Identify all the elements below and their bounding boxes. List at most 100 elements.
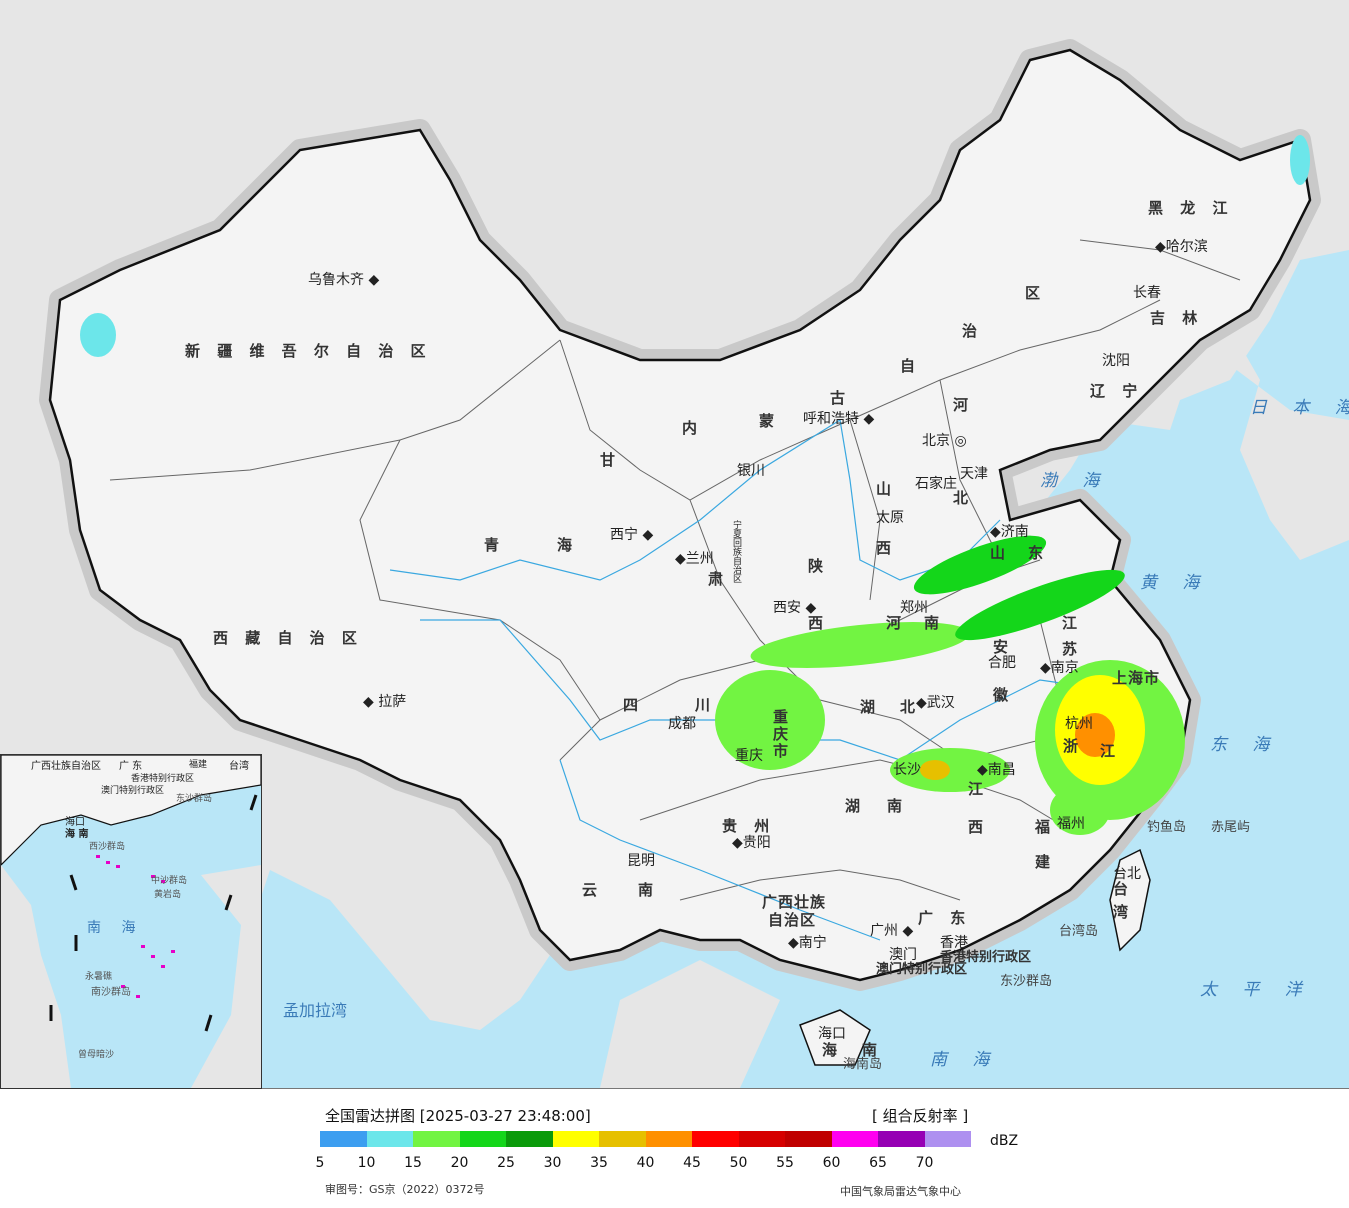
echo-chongqing <box>715 670 825 770</box>
city-haikou: 海口 <box>818 1026 846 1042</box>
province-hongkong: 香港特别行政区 <box>940 950 1032 965</box>
colorbar-swatch <box>320 1131 367 1147</box>
city-shenyang: 沈阳 <box>1102 353 1130 369</box>
inset-guangdong: 广 东 <box>119 761 143 772</box>
echo-xinjiang <box>80 313 116 357</box>
province-hebei-2: 北 <box>953 489 975 507</box>
colorbar-tick-label: 60 <box>822 1155 841 1171</box>
province-shanxi-1: 山 <box>876 480 898 498</box>
colorbar-tick-label: 50 <box>729 1155 748 1171</box>
island-hainan: 海南岛 <box>843 1057 883 1072</box>
map-title: 全国雷达拼图 [2025-03-27 23:48:00] <box>325 1107 591 1125</box>
province-liaoning: 辽 宁 <box>1090 382 1144 400</box>
province-jilin: 吉 林 <box>1150 309 1204 327</box>
colorbar-swatch <box>552 1131 599 1147</box>
province-gansu-2: 肃 <box>708 570 730 588</box>
colorbar-tick-label: 40 <box>636 1155 655 1171</box>
inset-fujian: 福建 <box>189 760 208 770</box>
city-hongkong: 香港 <box>940 935 968 951</box>
inset-zhongsha: 中沙群岛 <box>151 876 188 886</box>
province-chongqing-1: 重 <box>773 708 795 726</box>
province-jiangxi-2: 西 <box>968 818 990 836</box>
province-hunan-1: 湖 <box>845 797 867 815</box>
colorbar-tick-label: 70 <box>915 1155 934 1171</box>
city-wuhan: ◆武汉 <box>916 695 955 711</box>
echo-jiangsu <box>955 569 1125 641</box>
indochina-land <box>600 960 780 1088</box>
city-harbin: ◆哈尔滨 <box>1155 239 1208 255</box>
colorbar-swatch <box>599 1131 646 1147</box>
sea-pacific: 太 平 洋 <box>1200 980 1312 1000</box>
colorbar-swatch <box>924 1131 971 1147</box>
city-nanning: ◆南宁 <box>788 935 827 951</box>
inset-huangyan: 黄岩岛 <box>154 890 182 900</box>
province-shanxi-2: 西 <box>876 539 898 557</box>
city-lhasa: ◆ 拉萨 <box>363 694 407 710</box>
province-heilongjiang: 黑 龙 江 <box>1148 199 1234 217</box>
data-source: 中国气象局雷达气象中心 <box>840 1185 961 1198</box>
inset-guangxi: 广西壮族自治区 <box>31 761 101 772</box>
province-gansu-1: 甘 <box>600 451 622 469</box>
province-neimenggu-4: 自 <box>900 357 922 375</box>
inset-haikou: 海口 <box>65 817 85 828</box>
province-shandong-1: 山 <box>990 544 1012 562</box>
city-chengdu: 成都 <box>668 716 696 732</box>
province-yunnan-1: 云 <box>582 881 604 899</box>
inset-nansha: 南沙群岛 <box>91 987 131 998</box>
colorbar-swatch <box>366 1131 413 1147</box>
colorbar-swatch <box>506 1131 553 1147</box>
city-shijiazhuang: 石家庄 <box>915 476 957 492</box>
city-fuzhou: 福州 <box>1057 816 1085 832</box>
province-shaanxi-2: 西 <box>808 614 830 632</box>
province-chongqing-2: 庆 <box>773 725 795 743</box>
province-ningxia: 宁夏回族自治区 <box>731 520 741 583</box>
city-tianjin: 天津 <box>960 466 988 482</box>
colorbar-tick-label: 30 <box>543 1155 562 1171</box>
province-xizang: 西 藏 自 治 区 <box>213 629 363 647</box>
province-jiangxi-1: 江 <box>968 780 990 798</box>
province-zhejiang-2: 江 <box>1100 742 1122 760</box>
province-shanghai: 上海市 <box>1112 669 1161 687</box>
colorbar-swatch <box>692 1131 739 1147</box>
inset-zengmu: 曾母暗沙 <box>78 1050 115 1060</box>
province-hebei-1: 河 <box>953 396 975 414</box>
colorbar-swatch <box>738 1131 785 1147</box>
city-macau: 澳门 <box>889 947 917 963</box>
province-hubei-2: 北 <box>900 698 922 716</box>
province-qinghai-2: 海 <box>557 536 579 554</box>
colorbar-swatch <box>785 1131 832 1147</box>
province-neimenggu-2: 蒙 <box>759 412 781 430</box>
korea-japan-land <box>1170 310 1349 560</box>
china-radar-map: 新 疆 维 吾 尔 自 治 区 西 藏 自 治 区 青 海 甘 肃 内 蒙 古 … <box>0 0 1349 1089</box>
province-neimenggu-3: 古 <box>830 389 852 407</box>
city-chongqing: 重庆 <box>735 748 763 764</box>
colorbar-tick-label: 5 <box>315 1155 325 1171</box>
province-zhejiang-1: 浙 <box>1063 737 1085 755</box>
colorbar-tick-label: 65 <box>869 1155 887 1171</box>
echo-fujian <box>1050 785 1110 835</box>
sea-bohai: 渤 海 <box>1040 471 1110 491</box>
colorbar <box>320 1131 971 1147</box>
province-shaanxi-1: 陕 <box>808 557 830 575</box>
city-beijing: 北京 ◎ <box>922 433 967 449</box>
colorbar-swatch <box>878 1131 925 1147</box>
city-taipei: 台北 <box>1113 866 1141 882</box>
province-fujian-2: 建 <box>1035 853 1057 871</box>
inset-dongsha: 东沙群岛 <box>176 794 213 804</box>
colorbar-tick-label: 10 <box>357 1155 376 1171</box>
province-qinghai-1: 青 <box>484 536 506 554</box>
province-taiwan-2: 湾 <box>1113 903 1135 921</box>
inset-xisha: 西沙群岛 <box>89 842 126 852</box>
province-jiangsu-1: 江 <box>1062 614 1084 632</box>
city-guiyang: ◆贵阳 <box>732 835 771 851</box>
city-lanzhou: ◆兰州 <box>675 551 714 567</box>
colorbar-tick-label: 20 <box>450 1155 469 1171</box>
city-urumqi: 乌鲁木齐 ◆ <box>308 272 380 288</box>
city-xining: 西宁 ◆ <box>610 527 654 543</box>
city-changchun: 长春 <box>1133 285 1161 301</box>
echo-zhejiang-peak <box>1075 713 1115 757</box>
province-chongqing-3: 市 <box>773 742 795 760</box>
city-guangzhou: 广州 ◆ <box>870 923 914 939</box>
sea-south-china: 南 海 <box>930 1050 1000 1070</box>
